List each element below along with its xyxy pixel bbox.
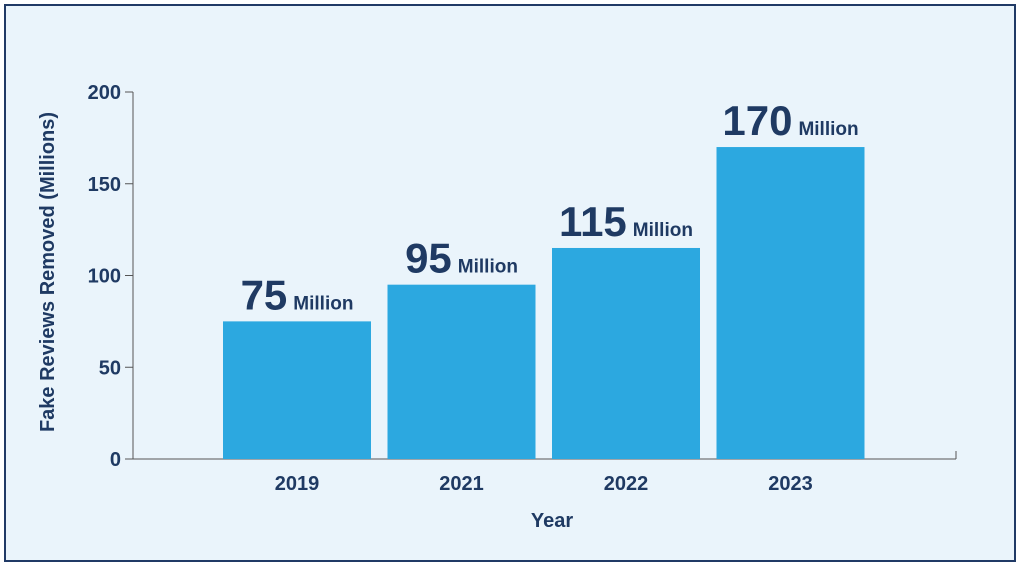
- data-label-unit: Million: [633, 220, 693, 241]
- x-tick-label: 2021: [439, 473, 484, 495]
- data-label-unit: Million: [798, 119, 858, 140]
- bar-2022: [552, 247, 700, 459]
- bar-2023: [716, 147, 865, 460]
- data-label-number: 170: [722, 97, 792, 144]
- y-tick-label: 150: [88, 174, 121, 196]
- y-tick-label: 200: [88, 82, 121, 104]
- y-tick-label: 0: [110, 449, 121, 471]
- bar-2019: [223, 321, 371, 459]
- y-axis-title: Fake Reviews Removed (Millions): [37, 112, 59, 432]
- data-label-2023: 170 Million: [722, 97, 858, 144]
- data-label-number: 115: [559, 198, 627, 245]
- x-axis-title: Year: [531, 510, 573, 532]
- data-label-number: 95: [405, 235, 452, 282]
- bar-2021: [387, 284, 536, 459]
- data-label-2022: 115 Million: [559, 198, 693, 245]
- data-label-2021: 95 Million: [405, 235, 518, 282]
- x-tick-label: 2019: [275, 473, 320, 495]
- data-label-unit: Million: [458, 257, 518, 278]
- y-tick-label: 100: [88, 266, 121, 288]
- data-label-number: 75: [241, 271, 288, 318]
- data-label-unit: Million: [293, 293, 353, 314]
- y-tick-label: 50: [99, 357, 121, 379]
- x-tick-label: 2023: [768, 473, 813, 495]
- data-label-2019: 75 Million: [241, 271, 354, 318]
- x-tick-label: 2022: [604, 473, 649, 495]
